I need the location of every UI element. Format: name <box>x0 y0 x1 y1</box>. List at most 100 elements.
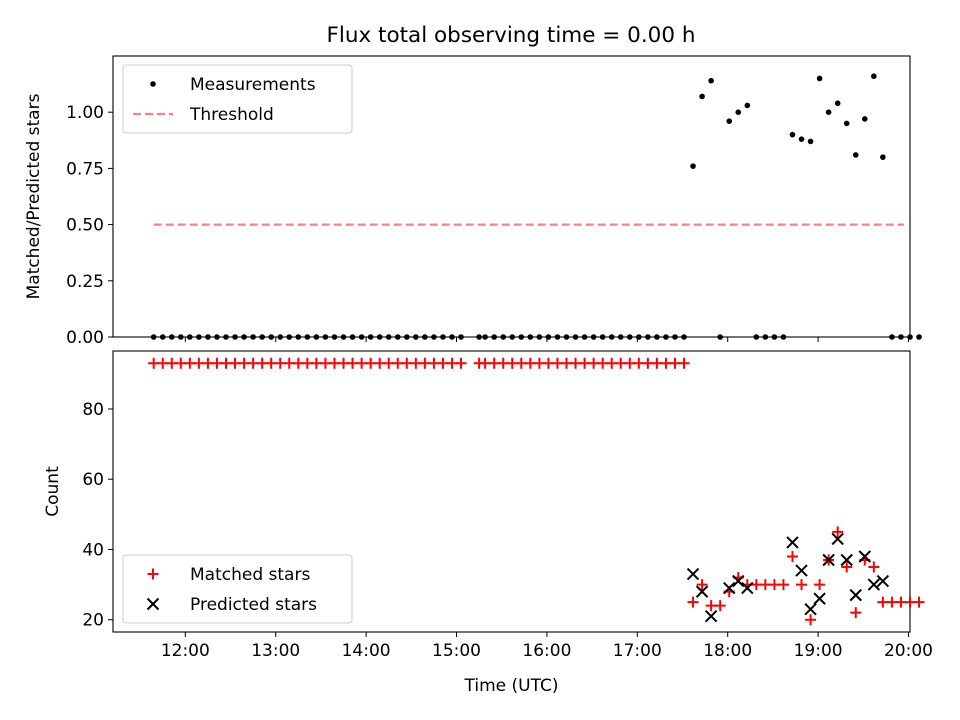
top-y-axis-label: Matched/Predicted stars <box>24 93 44 299</box>
measurement-point <box>304 334 311 340</box>
measurement-point <box>762 334 769 340</box>
measurement-point <box>376 334 383 340</box>
measurement-point <box>843 120 850 127</box>
measurement-point <box>449 334 455 340</box>
matched-star-point <box>687 596 699 608</box>
top-legend-box <box>122 64 353 134</box>
top-y-tick-label: 0.00 <box>66 328 104 348</box>
measurement-point <box>834 100 841 107</box>
bottom-legend-label: Predicted stars <box>190 595 317 615</box>
x-tick-label: 15:00 <box>432 641 481 661</box>
top-y-tick-label: 1.00 <box>66 103 104 123</box>
predicted-star-point <box>867 578 881 591</box>
x-tick-label: 19:00 <box>794 641 843 661</box>
measurement-point <box>862 116 868 122</box>
measurement-point <box>403 334 410 340</box>
measurement-point <box>898 334 904 340</box>
measurement-point <box>825 109 832 115</box>
measurement-point <box>672 334 678 340</box>
predicted-star-point <box>858 550 872 563</box>
measurement-point <box>385 334 392 340</box>
measurement-point <box>232 334 238 340</box>
measurement-point <box>852 152 859 158</box>
measurement-point <box>205 334 211 340</box>
matched-star-point <box>805 614 817 626</box>
measurement-point <box>581 334 588 340</box>
measurement-point <box>527 334 534 340</box>
matched-star-point <box>832 526 844 538</box>
matched-star-point <box>868 561 880 573</box>
measurement-point <box>789 131 796 138</box>
measurement-point <box>277 334 284 340</box>
bottom-axes-frame <box>112 350 911 633</box>
measurement-point <box>916 334 922 340</box>
measurement-point <box>422 334 428 340</box>
measurement-point <box>168 334 175 340</box>
measurement-point <box>491 334 497 340</box>
top-panel: 0.00 0.25 0.50 0.75 1.00 Matched/Predicted st… <box>24 55 922 348</box>
measurement-point <box>340 334 347 340</box>
predicted-star-point <box>695 585 709 598</box>
measurement-point <box>626 334 633 340</box>
top-legend-label: Measurements <box>190 75 316 95</box>
x-tick-label: 17:00 <box>613 641 662 661</box>
measurement-point <box>880 154 886 160</box>
measurement-point <box>663 334 669 340</box>
predicted-star-point <box>822 553 835 567</box>
measurement-point <box>735 109 742 115</box>
measurement-point <box>699 93 705 100</box>
x-tick-label: 18:00 <box>703 641 752 661</box>
predicted-star-point <box>849 588 862 602</box>
measurement-point <box>159 334 166 340</box>
measurement-point <box>645 334 651 340</box>
measurement-point <box>187 334 193 340</box>
matched-star-point <box>696 579 708 591</box>
measurement-point <box>807 138 814 145</box>
measurement-point <box>771 334 778 340</box>
bottom-y-tick-label: 40 <box>82 540 104 560</box>
predicted-star-point <box>732 574 745 588</box>
measurement-point <box>476 334 482 340</box>
measurement-point <box>608 334 615 340</box>
measurement-point <box>871 73 877 80</box>
predicted-star-point <box>804 602 817 616</box>
measurement-point <box>753 334 760 340</box>
matched-star-point <box>678 357 690 369</box>
matched-star-point <box>841 561 853 573</box>
predicted-star-point <box>741 581 754 595</box>
measurement-point <box>889 334 895 340</box>
top-legend: Measurements Threshold <box>122 64 353 134</box>
matched-star-point <box>786 550 798 562</box>
matched-star-point <box>455 357 467 369</box>
x-tick-label: 16:00 <box>522 641 571 661</box>
legend-matched-marker <box>147 568 159 580</box>
predicted-star-point <box>722 581 736 595</box>
top-legend-label: Threshold <box>189 105 274 125</box>
measurement-point <box>177 334 184 340</box>
bottom-y-axis-label: Count <box>43 466 63 517</box>
legend-measurement-marker <box>150 81 156 87</box>
measurement-point <box>431 334 437 340</box>
top-y-tick-label: 0.75 <box>66 159 104 179</box>
measurement-point <box>458 334 464 340</box>
predicted-star-point <box>686 567 700 581</box>
measurement-point <box>150 334 157 340</box>
x-tick-label: 12:00 <box>161 641 210 661</box>
figure-title: Flux total observing time = 0.00 h <box>327 23 696 48</box>
measurement-point <box>322 334 329 340</box>
measurement-point <box>259 334 265 340</box>
bottom-y-tick-label: 80 <box>82 400 104 420</box>
measurement-point <box>286 334 293 340</box>
predicted-star-point <box>786 536 799 549</box>
predicted-star-point <box>840 553 853 567</box>
measurement-point <box>518 334 525 340</box>
x-tick-label: 14:00 <box>342 641 391 661</box>
measurement-point <box>708 77 714 84</box>
measurement-point <box>214 334 220 340</box>
predicted-star-point <box>704 609 718 623</box>
measurement-point <box>394 334 401 340</box>
measurement-point <box>413 334 419 340</box>
measurement-point <box>250 334 256 340</box>
measurement-point <box>268 334 274 340</box>
measurement-point <box>554 334 561 340</box>
